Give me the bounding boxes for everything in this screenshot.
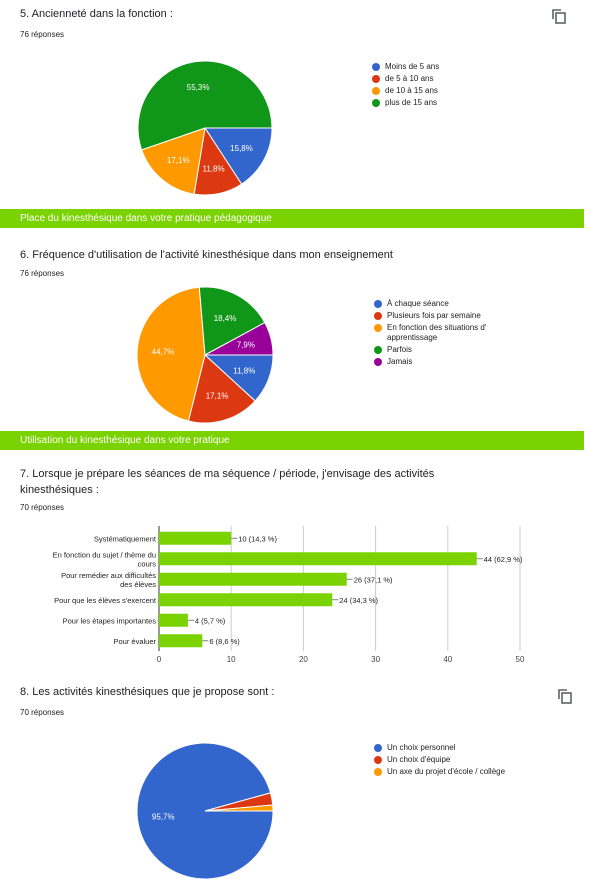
q6-legend-label-1: À chaque séance (387, 299, 449, 308)
q5-legend-label-4: plus de 15 ans (385, 98, 438, 107)
q6-legend-dot-5 (374, 358, 382, 366)
q7-x-tick-label: 50 (516, 655, 525, 664)
q7-value-label: 26 (37,1 %) (354, 575, 393, 584)
q5-legend-dot-2 (372, 75, 380, 83)
q7-x-tick-label: 10 (227, 655, 236, 664)
copy-icon[interactable] (557, 688, 573, 704)
q8-legend-dot-2 (374, 756, 382, 764)
q8-legend-label-2: Un choix d'équipe (387, 755, 451, 764)
question-6-title: 6. Fréquence d'utilisation de l'activité… (20, 249, 393, 261)
q8-legend-dot-1 (374, 744, 382, 752)
q7-bar-3[interactable] (159, 572, 347, 586)
q8-legend-item-1[interactable]: Un choix personnel (374, 743, 584, 753)
q6-slice-label-1: 11,8% (233, 366, 255, 375)
q5-legend-item-3[interactable]: de 10 à 15 ans (372, 86, 582, 96)
q7-category-label: Pour les étapes importantes (63, 616, 157, 625)
q7-bar-4[interactable] (159, 593, 333, 607)
q7-category-label: Pour évaluer (113, 637, 156, 646)
q5-slice-label-2: 11,8% (203, 165, 225, 174)
q7-category-label: En fonction du sujet / thème du (53, 550, 156, 559)
q5-slice-4[interactable] (137, 60, 273, 151)
q5-slice-label-4: 55,3% (187, 83, 210, 92)
q5-legend-dot-4 (372, 99, 380, 107)
q5-legend-item-4[interactable]: plus de 15 ans (372, 98, 582, 108)
q7-bar-6[interactable] (159, 634, 203, 648)
q6-legend-dot-3 (374, 324, 382, 332)
q5-legend-item-2[interactable]: de 5 à 10 ans (372, 74, 582, 84)
q6-legend-label-2: Plusieurs fois par semaine (387, 311, 481, 320)
pie-chart-q6: 11,8% 17,1% 44,7% 18,4% 7,9% (136, 287, 274, 424)
question-7-title-line1: 7. Lorsque je prépare les séances de ma … (20, 468, 435, 480)
q6-slice-label-3: 44,7% (152, 348, 175, 357)
q7-category-label: Pour que les élèves s'exercent (54, 596, 157, 605)
legend-q8: Un choix personnel Un choix d'équipe Un ax… (374, 743, 584, 779)
copy-icon[interactable] (551, 8, 567, 24)
q7-x-tick-label: 40 (443, 655, 452, 664)
q6-slice-label-2: 17,1% (206, 391, 229, 400)
q6-slice-label-4: 18,4% (214, 314, 237, 323)
q6-slice-4[interactable] (198, 287, 266, 356)
q8-legend-label-3: Un axe du projet d'école / collège (387, 767, 506, 776)
q8-slice-3[interactable] (204, 804, 274, 812)
q7-value-label: 44 (62,9 %) (484, 555, 523, 564)
q5-legend-label-1: Moins de 5 ans (385, 62, 440, 71)
q6-legend-dot-1 (374, 300, 382, 308)
q7-value-label: 6 (8,6 %) (209, 637, 240, 646)
q8-legend-item-2[interactable]: Un choix d'équipe (374, 755, 584, 765)
q7-value-label: 4 (5,7 %) (195, 616, 226, 625)
q7-bar-2[interactable] (159, 552, 477, 566)
pie-chart-q5: 15,8% 11,8% 17,1% 55,3% (137, 60, 273, 196)
q7-x-tick-label: 0 (157, 655, 162, 664)
question-8-title: 8. Les activités kinesthésiques que je p… (20, 686, 275, 698)
q6-legend-item-1[interactable]: À chaque séance (374, 299, 534, 309)
q6-slice-label-5: 7,9% (237, 341, 255, 350)
question-5-title: 5. Ancienneté dans la fonction : (20, 8, 173, 20)
q6-legend-label-4: Parfois (387, 345, 412, 354)
q6-slice-2[interactable] (187, 354, 256, 424)
q5-slice-1[interactable] (204, 127, 273, 185)
question-6-response-count: 76 réponses (20, 269, 65, 278)
q6-legend-item-4[interactable]: Parfois (374, 345, 534, 355)
q7-category-label: cours (138, 559, 157, 568)
q5-slice-label-3: 17,1% (167, 156, 190, 165)
bar-chart-q7: 0 10 20 30 40 50 Systématiquement 10 (14,3 %) En… (53, 526, 525, 664)
q6-slice-5[interactable] (204, 321, 274, 356)
q7-x-tick-label: 30 (371, 655, 380, 664)
q5-legend-dot-3 (372, 87, 380, 95)
question-8-response-count: 70 réponses (20, 708, 65, 717)
q7-x-tick-label: 20 (299, 655, 308, 664)
question-7-title-line2: kinesthésiques : (20, 484, 99, 496)
q6-legend-item-2[interactable]: Plusieurs fois par semaine (374, 311, 534, 321)
question-5-response-count: 76 réponses (20, 30, 65, 39)
legend-q6: À chaque séance Plusieurs fois par semain… (374, 299, 534, 369)
q5-legend-label-2: de 5 à 10 ans (385, 74, 434, 83)
section-band-utilisation: Utilisation du kinesthésique dans votre … (0, 431, 584, 450)
q7-bar-1[interactable] (159, 531, 232, 545)
pie-chart-q8: 95,7% (136, 742, 274, 880)
q5-slice-label-1: 15,8% (230, 144, 253, 153)
q7-value-label: 24 (34,3 %) (339, 596, 378, 605)
q6-legend-dot-4 (374, 346, 382, 354)
q8-legend-dot-3 (374, 768, 382, 776)
q7-category-label: Pour remédier aux difficultés (61, 571, 156, 580)
q7-value-label: 10 (14,3 %) (238, 534, 277, 543)
q5-legend-label-3: de 10 à 15 ans (385, 86, 438, 95)
section-band-pratique-pedagogique: Place du kinesthésique dans votre pratiq… (0, 209, 584, 228)
q6-slice-3[interactable] (136, 287, 206, 422)
question-7-response-count: 70 réponses (20, 503, 65, 512)
q6-legend-dot-2 (374, 312, 382, 320)
q8-legend-item-3[interactable]: Un axe du projet d'école / collège (374, 767, 584, 777)
q6-legend-item-3[interactable]: En fonction des situations d' apprentiss… (374, 323, 534, 343)
q7-category-label: des élèves (120, 580, 156, 589)
q6-legend-label-3: En fonction des situations d' apprentiss… (387, 323, 487, 342)
q7-category-label: Systématiquement (94, 534, 157, 543)
q7-bar-5[interactable] (159, 613, 188, 627)
q6-legend-item-5[interactable]: Jamais (374, 357, 534, 367)
q5-legend-item-1[interactable]: Moins de 5 ans (372, 62, 582, 72)
q8-slice-label-1: 95,7% (152, 813, 175, 822)
q5-legend-dot-1 (372, 63, 380, 71)
legend-q5: Moins de 5 ans de 5 à 10 ans de 10 à 15 an… (372, 62, 582, 110)
q6-legend-label-5: Jamais (387, 357, 413, 366)
q8-legend-label-1: Un choix personnel (387, 743, 456, 752)
